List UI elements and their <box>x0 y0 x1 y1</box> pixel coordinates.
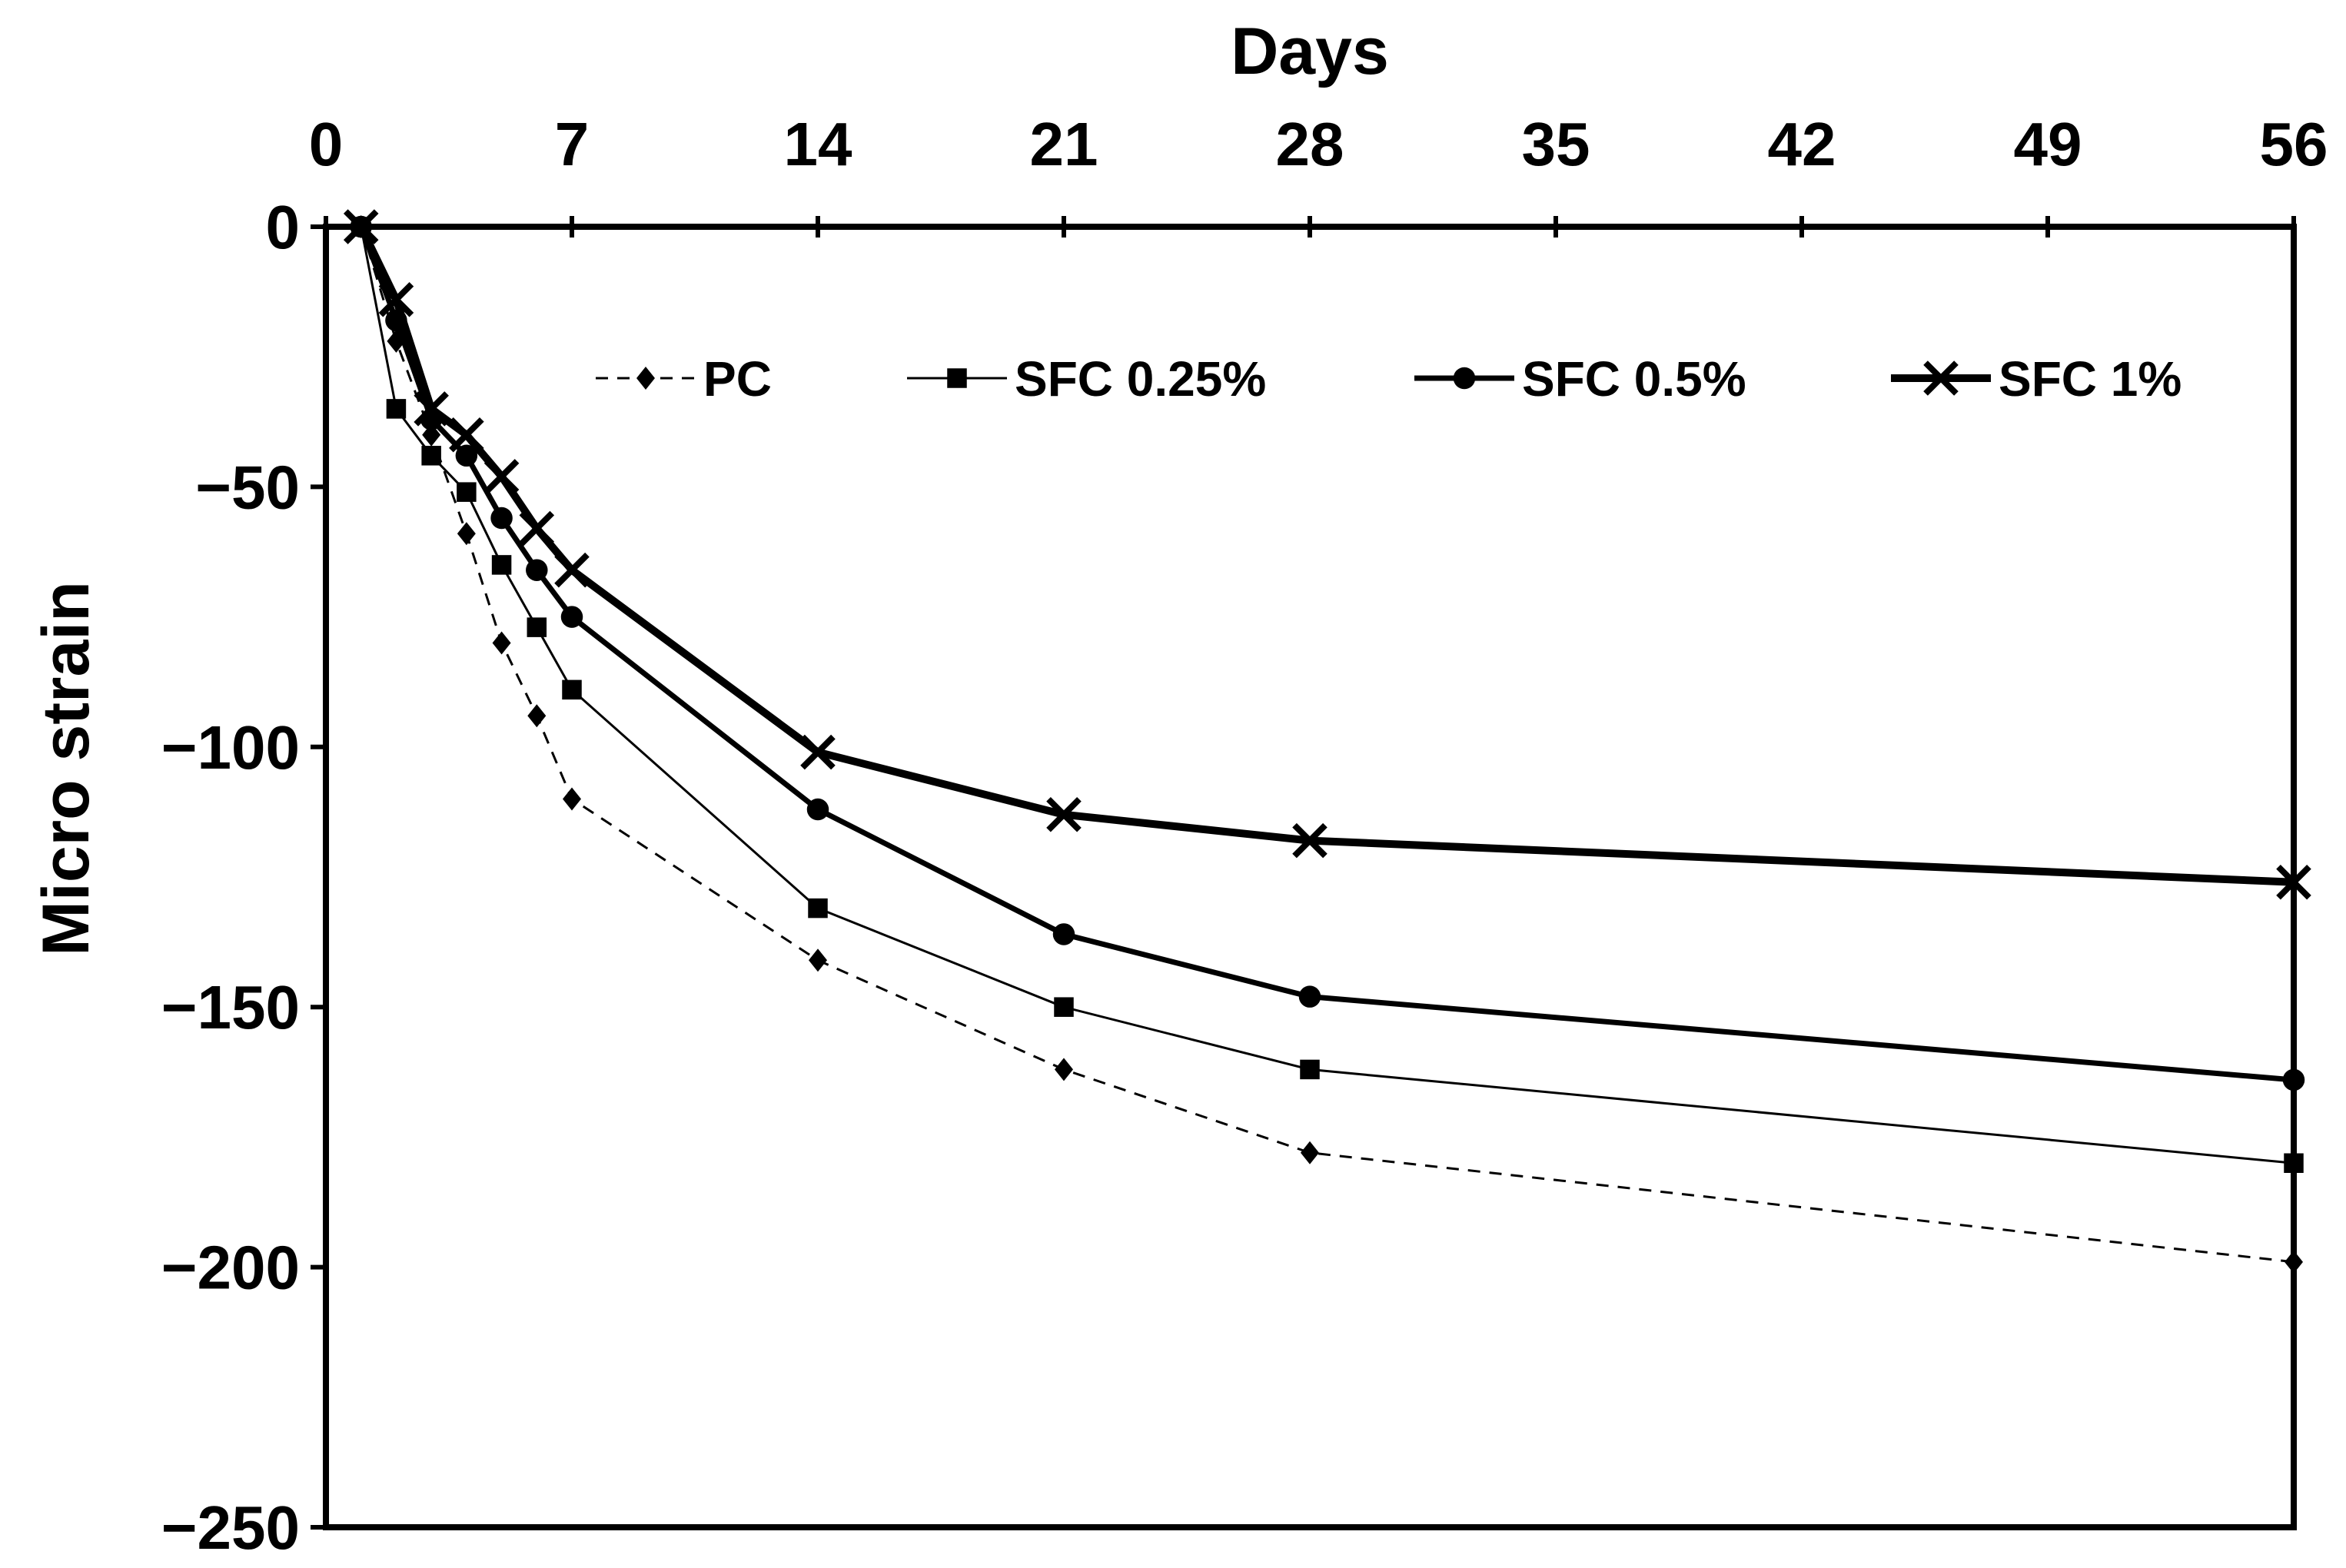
legend-item: SFC 0.5% <box>1414 351 1746 407</box>
data-point <box>563 787 581 811</box>
data-point <box>808 898 828 919</box>
data-point <box>378 281 414 317</box>
data-point <box>457 482 477 502</box>
data-point <box>519 510 555 546</box>
y-tick-label: −200 <box>161 1234 300 1302</box>
y-tick-label: −50 <box>195 453 300 521</box>
y-tick-label: −150 <box>161 973 300 1041</box>
series-layer <box>343 209 2311 1274</box>
data-point <box>800 734 836 770</box>
data-point <box>526 559 548 581</box>
y-axis-title: Micro strain <box>29 581 103 955</box>
data-point <box>386 399 407 419</box>
y-tick-label: −100 <box>161 713 300 782</box>
legend-marker <box>947 368 967 388</box>
legend-label: SFC 1% <box>1999 351 2182 407</box>
data-point <box>1300 1059 1320 1080</box>
x-axis-title: Days <box>1231 15 1389 88</box>
data-point <box>421 446 441 466</box>
series-line <box>357 224 2294 886</box>
x-tick-label: 28 <box>1276 110 1344 178</box>
data-point <box>554 552 590 588</box>
legend-marker <box>1923 360 1959 396</box>
legend-label: PC <box>703 351 772 407</box>
data-point <box>527 617 547 637</box>
data-point <box>1052 923 1075 945</box>
data-point <box>806 798 829 821</box>
data-point <box>414 391 449 427</box>
x-tick-label: 21 <box>1030 110 1098 178</box>
data-point <box>562 679 582 700</box>
data-point <box>1055 1058 1073 1081</box>
data-point <box>1054 997 1074 1017</box>
legend-marker <box>1453 367 1476 390</box>
plot-frame <box>323 224 2297 1530</box>
legend-item: PC <box>596 351 772 407</box>
x-axis: 0 7 14 21 28 35 42 49 56 <box>309 110 2328 238</box>
legend-item: SFC 1% <box>1891 351 2182 407</box>
series-pc <box>351 215 2303 1274</box>
data-point <box>455 444 478 467</box>
y-tick-label: −250 <box>161 1493 300 1562</box>
data-point <box>1292 822 1328 859</box>
legend-item: SFC 0.25% <box>907 351 1266 407</box>
series-sfc-0-25- <box>351 217 2304 1173</box>
data-point <box>457 522 476 546</box>
data-point <box>1046 797 1082 832</box>
x-tick-label: 56 <box>2260 110 2328 178</box>
data-point <box>490 507 513 530</box>
data-point <box>1301 1141 1319 1164</box>
data-point <box>483 459 520 494</box>
data-point <box>527 704 547 728</box>
data-point <box>560 606 583 628</box>
data-point <box>809 948 827 972</box>
x-tick-label: 0 <box>309 110 344 178</box>
series-sfc-1- <box>343 209 2311 900</box>
legend: PC SFC 0.25% SFC 0.5% SFC 1% <box>596 351 2182 407</box>
x-tick-label: 14 <box>784 110 852 178</box>
data-point <box>2285 1250 2303 1274</box>
x-tick-label: 42 <box>1768 110 1836 178</box>
data-point <box>2276 864 2311 900</box>
series-sfc-0-5- <box>350 215 2305 1091</box>
data-point <box>2282 1068 2305 1091</box>
legend-label: SFC 0.25% <box>1015 351 1266 407</box>
x-tick-label: 7 <box>555 110 590 178</box>
data-point <box>491 555 512 575</box>
legend-label: SFC 0.5% <box>1522 351 1746 407</box>
y-axis: 0 −50 −100 −150 −200 −250 <box>161 193 326 1562</box>
data-point <box>2284 1153 2304 1173</box>
data-point <box>449 417 484 453</box>
x-tick-label: 49 <box>2014 110 2082 178</box>
x-tick-label: 35 <box>1522 110 1590 178</box>
legend-marker <box>636 367 655 390</box>
data-point <box>1298 985 1321 1008</box>
y-tick-label: 0 <box>266 193 301 261</box>
data-point <box>343 209 379 244</box>
data-point <box>492 631 511 655</box>
